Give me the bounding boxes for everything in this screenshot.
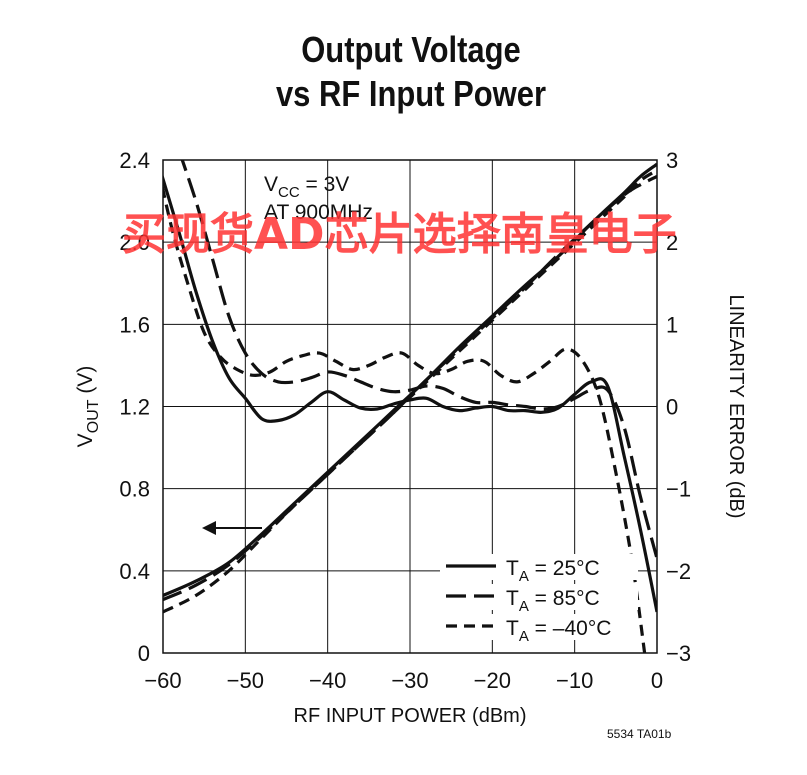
y-axis-label-unit: (V) xyxy=(74,366,97,400)
legend-label-subscript: A xyxy=(519,628,529,645)
left-axis-arrow-head xyxy=(202,521,216,535)
legend-label: TA = 25°C xyxy=(506,557,600,585)
y-tick-label: 0.8 xyxy=(119,477,150,502)
frequency-annotation: AT 900MHz xyxy=(264,201,373,224)
series-group xyxy=(163,160,657,653)
y-axis-label-main: V xyxy=(74,433,97,447)
legend-label-subscript: A xyxy=(519,598,529,615)
y-tick-label: 0 xyxy=(138,641,150,666)
figure-code: 5534 TA01b xyxy=(607,727,672,741)
vcc-value: = 3V xyxy=(300,173,350,196)
legend-label-value: = 85°C xyxy=(529,587,600,610)
legend-label-main: T xyxy=(506,617,519,640)
legend-background xyxy=(440,584,638,610)
annotations: VCC = 3V AT 900MHz xyxy=(202,173,373,535)
watermark-text: 买现货AD芯片选择南皇电子 xyxy=(122,209,677,260)
y-tick-label: 1.6 xyxy=(119,312,150,337)
legend-label-subscript: A xyxy=(519,568,529,585)
y2-axis-label: LINEARITY ERROR (dB) xyxy=(725,294,747,518)
x-tick-label: −50 xyxy=(227,668,264,693)
y2-tick-label: 3 xyxy=(666,148,678,173)
x-tick-label: −20 xyxy=(474,668,511,693)
y2-tick-label: −2 xyxy=(666,559,691,584)
x-axis-label: RF INPUT POWER (dBm) xyxy=(294,705,527,727)
series-line-vout-shortdash xyxy=(163,168,657,614)
chart-title-line-2: vs RF Input Power xyxy=(275,73,547,114)
legend-label-main: T xyxy=(506,557,519,580)
axes: −60 −50 −40 −30 −20 −10 000.40.81.21.62.02.4−3… xyxy=(74,148,747,727)
series-line-error-solid xyxy=(163,173,657,613)
vcc-subscript: CC xyxy=(278,184,300,201)
legend-label-value: = 25°C xyxy=(529,557,600,580)
plot-frame xyxy=(162,159,658,654)
y-tick-label: 1.2 xyxy=(119,395,150,420)
y-tick-label: 2.0 xyxy=(119,230,150,255)
x-tick-label: −30 xyxy=(391,668,428,693)
x-tick-label: 0 xyxy=(651,668,663,693)
y2-tick-label: −3 xyxy=(666,641,691,666)
legend-label: TA = 85°C xyxy=(506,587,600,615)
vcc-annotation: VCC = 3V xyxy=(264,173,349,201)
y-tick-label: 2.4 xyxy=(119,148,150,173)
x-tick-label: −10 xyxy=(556,668,593,693)
legend-label: TA = –40°C xyxy=(506,617,611,645)
x-tick-label: −40 xyxy=(309,668,346,693)
series-line-error-shortdash xyxy=(163,182,647,653)
chart-title-line-1: Output Voltage xyxy=(301,29,521,70)
y2-tick-label: 1 xyxy=(666,312,678,337)
series-line-error-longdash xyxy=(180,160,657,559)
y2-tick-label: 2 xyxy=(666,230,678,255)
legend-label-value: = –40°C xyxy=(529,617,612,640)
legend-label-main: T xyxy=(506,587,519,610)
x-tick-label: −60 xyxy=(144,668,181,693)
y2-tick-label: 0 xyxy=(666,395,678,420)
chart-title: Output Voltage vs RF Input Power xyxy=(0,28,807,116)
legend: TA = 25°CTA = 85°CTA = –40°C xyxy=(440,554,638,645)
y-axis-label-subscript: OUT xyxy=(85,399,102,433)
y-axis-label: VOUT (V) xyxy=(74,366,102,448)
y-tick-label: 0.4 xyxy=(119,559,150,584)
y2-tick-label: −1 xyxy=(666,477,691,502)
